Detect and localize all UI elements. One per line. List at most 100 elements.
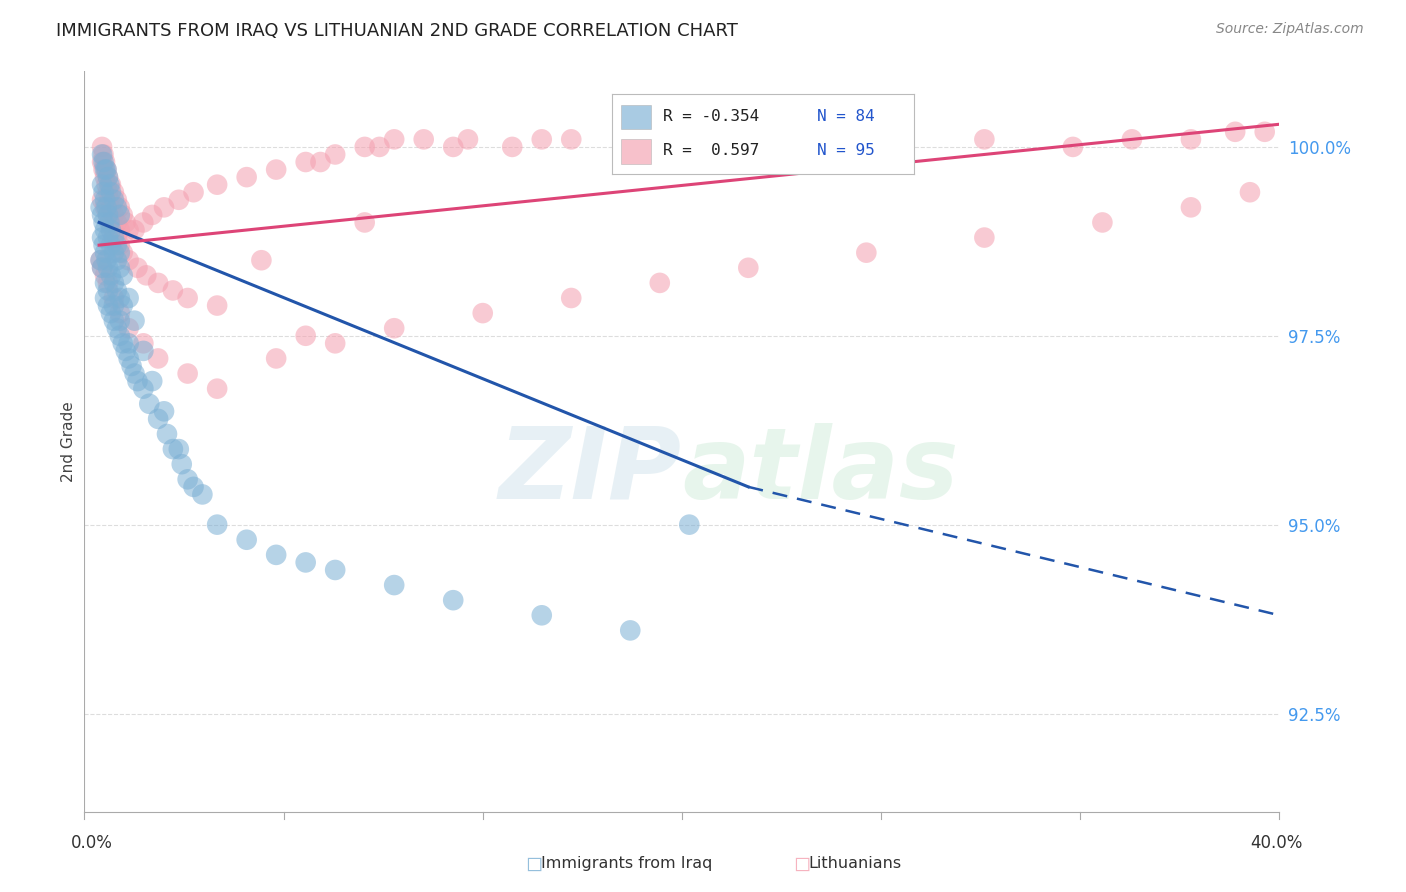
Point — [235, 533, 257, 547]
Point — [96, 178, 118, 192]
Point — [94, 170, 117, 185]
Point — [103, 276, 125, 290]
Point — [146, 276, 169, 290]
Point — [457, 132, 479, 146]
Point — [97, 230, 120, 244]
Point — [108, 245, 131, 260]
Point — [111, 299, 134, 313]
Point — [1180, 132, 1202, 146]
Point — [97, 276, 120, 290]
Point — [170, 457, 193, 471]
Point — [560, 132, 582, 146]
Point — [205, 382, 228, 396]
Point — [678, 517, 700, 532]
Point — [94, 245, 117, 260]
Text: atlas: atlas — [682, 423, 959, 520]
Point — [124, 223, 146, 237]
Point — [108, 208, 131, 222]
Point — [884, 140, 907, 154]
Point — [108, 291, 131, 305]
Point — [250, 253, 273, 268]
Point — [162, 284, 184, 298]
Point — [294, 328, 316, 343]
Point — [103, 245, 125, 260]
Point — [382, 578, 405, 592]
Point — [105, 230, 128, 244]
Point — [205, 299, 228, 313]
Point — [353, 140, 375, 154]
Point — [294, 556, 316, 570]
Point — [323, 147, 346, 161]
Point — [90, 253, 112, 268]
Point — [100, 223, 122, 237]
Text: ◻: ◻ — [526, 854, 543, 873]
Point — [167, 442, 190, 456]
Point — [93, 147, 115, 161]
Point — [91, 140, 114, 154]
Point — [264, 351, 287, 366]
Point — [94, 162, 117, 177]
Point — [98, 215, 121, 229]
Point — [117, 291, 139, 305]
Text: ◻: ◻ — [793, 854, 810, 873]
Point — [105, 253, 128, 268]
Point — [132, 336, 155, 351]
Point — [501, 140, 523, 154]
Point — [91, 193, 114, 207]
Point — [176, 367, 198, 381]
Point — [117, 223, 139, 237]
Point — [94, 155, 117, 169]
Text: Lithuanians: Lithuanians — [808, 856, 901, 871]
Point — [205, 517, 228, 532]
Point — [108, 328, 131, 343]
Point — [1091, 215, 1114, 229]
Text: IMMIGRANTS FROM IRAQ VS LITHUANIAN 2ND GRADE CORRELATION CHART: IMMIGRANTS FROM IRAQ VS LITHUANIAN 2ND G… — [56, 22, 738, 40]
Point — [93, 238, 115, 252]
Point — [97, 284, 120, 298]
Point — [294, 155, 316, 169]
Point — [141, 208, 163, 222]
Point — [103, 291, 125, 305]
Point — [103, 223, 125, 237]
Point — [127, 374, 149, 388]
Point — [94, 193, 117, 207]
Point — [100, 238, 122, 252]
Point — [100, 178, 122, 192]
Point — [100, 268, 122, 283]
Point — [1121, 132, 1143, 146]
Point — [103, 299, 125, 313]
Point — [114, 215, 136, 229]
Point — [619, 624, 641, 638]
Point — [382, 132, 405, 146]
Point — [93, 155, 115, 169]
Text: Immigrants from Iraq: Immigrants from Iraq — [541, 856, 713, 871]
Point — [382, 321, 405, 335]
Point — [530, 608, 553, 623]
Point — [162, 442, 184, 456]
Point — [91, 230, 114, 244]
Point — [441, 593, 464, 607]
Point — [124, 313, 146, 327]
Point — [103, 186, 125, 200]
Point — [530, 132, 553, 146]
Point — [825, 132, 848, 146]
Point — [264, 548, 287, 562]
Point — [96, 162, 118, 177]
Point — [96, 253, 118, 268]
Point — [105, 321, 128, 335]
Point — [146, 412, 169, 426]
Point — [135, 268, 157, 283]
Point — [98, 178, 121, 192]
Point — [1239, 186, 1261, 200]
Point — [105, 193, 128, 207]
Point — [1254, 125, 1277, 139]
Text: 40.0%: 40.0% — [1250, 834, 1303, 852]
Point — [855, 245, 877, 260]
Point — [97, 299, 120, 313]
Point — [183, 480, 205, 494]
Point — [678, 125, 700, 139]
Point — [100, 215, 122, 229]
Point — [91, 260, 114, 275]
Point — [973, 230, 995, 244]
Point — [108, 223, 131, 237]
